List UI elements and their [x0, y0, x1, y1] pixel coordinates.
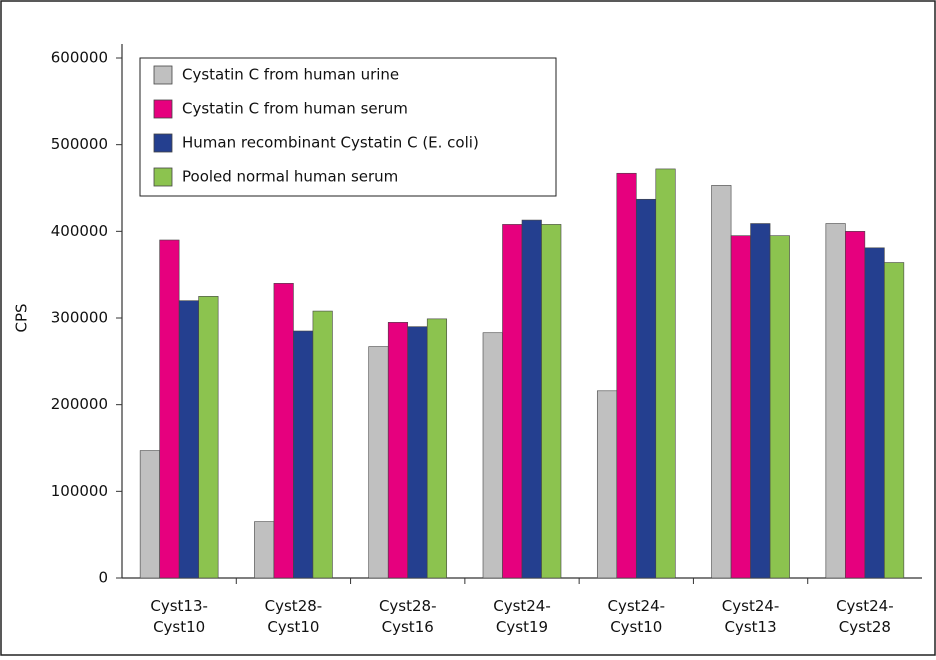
y-tick-label: 0 — [98, 569, 108, 587]
bar — [596, 390, 618, 579]
bar — [845, 231, 866, 579]
bar — [750, 223, 771, 579]
y-tick-label: 100000 — [51, 482, 108, 500]
legend-label: Cystatin C from human serum — [182, 100, 408, 118]
x-tick-label: Cyst28-Cyst16 — [379, 597, 437, 636]
bar — [655, 168, 676, 579]
y-tick-label: 500000 — [51, 135, 108, 153]
legend-label: Cystatin C from human urine — [182, 66, 399, 84]
legend-swatch — [153, 167, 173, 187]
bar — [635, 198, 657, 579]
bar — [312, 310, 333, 579]
bar — [502, 224, 523, 579]
y-tick-label: 400000 — [51, 222, 108, 240]
bar — [730, 235, 751, 579]
bar — [139, 450, 160, 579]
bar — [482, 332, 503, 579]
bar — [159, 239, 180, 579]
bar — [864, 247, 885, 579]
x-tick-label: Cyst13-Cyst10 — [150, 597, 208, 636]
legend-swatch — [153, 65, 173, 85]
bar — [541, 224, 562, 579]
bar — [769, 235, 790, 579]
y-tick-label: 300000 — [51, 309, 108, 327]
bar — [198, 296, 219, 579]
y-axis-label: CPS — [13, 303, 31, 332]
bar — [521, 219, 542, 579]
bar — [407, 326, 428, 579]
legend-box — [139, 57, 557, 197]
y-tick-label: 200000 — [51, 395, 108, 413]
x-tick-label: Cyst24-Cyst28 — [836, 597, 894, 636]
bar — [254, 521, 275, 579]
legend-label: Human recombinant Cystatin C (E. coli) — [182, 134, 479, 152]
bar — [293, 330, 314, 579]
bar — [273, 283, 294, 579]
bar — [368, 346, 389, 579]
x-tick-label: Cyst24-Cyst10 — [608, 597, 666, 636]
y-tick-label: 600000 — [51, 49, 108, 67]
bar — [884, 262, 905, 579]
bar — [178, 300, 199, 579]
bar — [711, 185, 732, 579]
legend-label: Pooled normal human serum — [182, 168, 398, 186]
x-tick-label: Cyst24-Cyst19 — [493, 597, 551, 636]
bar — [825, 223, 846, 579]
bar — [616, 172, 637, 579]
x-tick-label: Cyst28-Cyst10 — [265, 597, 323, 636]
x-tick-label: Cyst24-Cyst13 — [722, 597, 780, 636]
legend-swatch — [153, 133, 173, 153]
bar — [387, 322, 409, 579]
bar — [426, 318, 448, 579]
legend-swatch — [153, 99, 173, 119]
